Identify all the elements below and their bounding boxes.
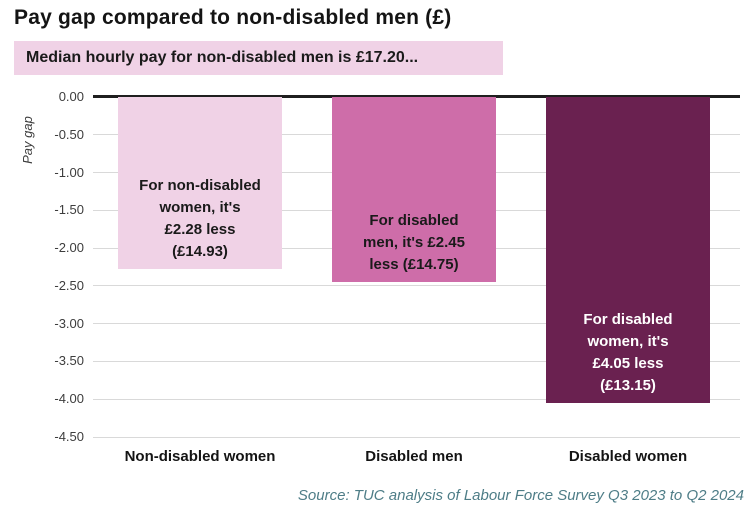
gridline [93,436,740,438]
gridline [93,360,740,362]
bar-non-disabled-women: For non-disabled women, it's £2.28 less (£1… [118,97,282,270]
bar-disabled-women: For disabled women, it's £4.05 less (£13.15… [546,97,710,403]
source-caption: Source: TUC analysis of Labour Force Sur… [297,487,744,504]
gridline [93,398,740,400]
bar-disabled-men: For disabled men, it's £2.45 less (£14.75) [332,97,496,283]
chart-subtitle: Median hourly pay for non-disabled men i… [14,41,503,75]
zero-axis-line [93,95,740,98]
y-tick-label: -2.50 [54,277,84,293]
x-tick-label: Disabled women [568,448,688,465]
y-tick-label: -1.00 [54,164,84,180]
gridline [93,285,740,287]
y-tick-label: -4.00 [54,391,84,407]
bar-label: For non-disabled women, it's £2.28 less (£1… [139,177,261,261]
y-tick-label: -0.50 [54,126,84,142]
y-tick-label: 0.00 [58,89,84,104]
chart-title: Pay gap compared to non-disabled men (£) [14,6,452,29]
x-tick-label: Non-disabled women [124,448,276,465]
bar-label: For disabled men, it's £2.45 less (£14.75) [363,212,465,274]
y-tick-label: -2.00 [54,240,84,256]
y-tick-label: -3.00 [54,315,84,331]
y-tick-label: -3.50 [54,353,84,369]
gridline [93,323,740,325]
x-tick-label: Disabled men [365,448,463,465]
bar-label: For disabled women, it's £4.05 less (£13.15… [583,311,673,394]
y-tick-label: -1.50 [54,202,84,218]
y-tick-label: -4.50 [54,429,84,444]
